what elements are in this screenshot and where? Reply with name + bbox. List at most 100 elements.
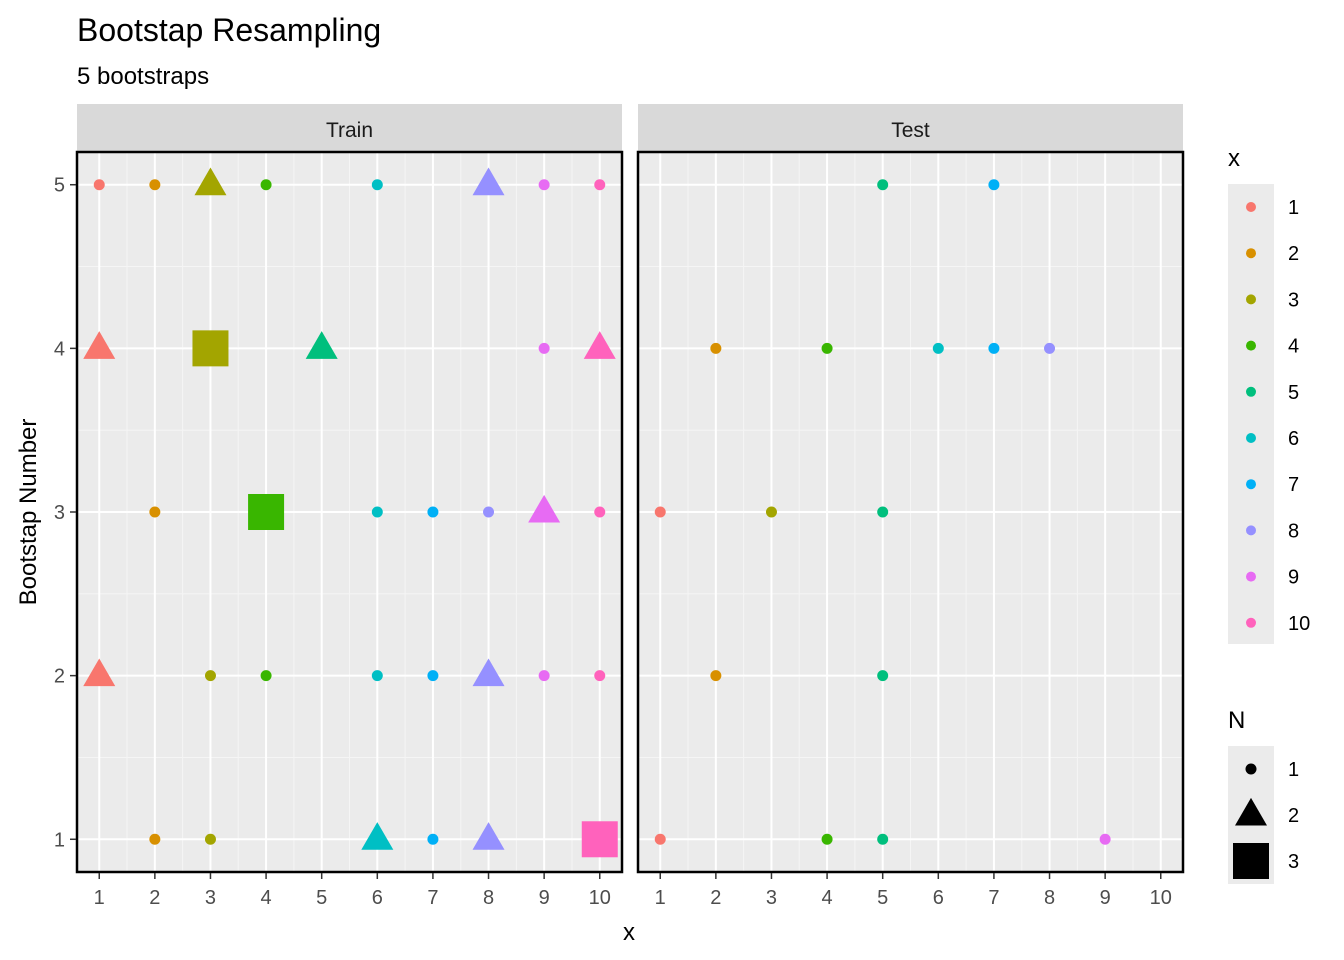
data-point [538, 342, 550, 354]
x-tick-label: 9 [1100, 887, 1111, 909]
panel-border [636, 150, 1185, 874]
data-point [528, 494, 561, 523]
data-point [538, 670, 550, 682]
legend-label: 2 [1288, 243, 1299, 265]
data-point [472, 167, 505, 196]
legend-key [1246, 433, 1256, 443]
x-tick-label: 4 [261, 887, 272, 909]
legend-label: 5 [1288, 382, 1299, 404]
data-point [194, 167, 227, 196]
data-point [483, 506, 495, 518]
x-tick-label: 1 [655, 887, 666, 909]
shape-legend-title: N [1228, 707, 1245, 734]
legend-key [1246, 571, 1256, 582]
facet-strip-label: Test [891, 119, 930, 142]
legend-key [1246, 479, 1256, 490]
data-point [149, 179, 161, 191]
data-point [1099, 833, 1111, 845]
x-tick-label: 3 [766, 887, 777, 909]
facet-strip [77, 104, 622, 151]
y-tick-label: 3 [54, 502, 65, 524]
data-point [765, 506, 777, 518]
data-point [594, 506, 606, 518]
data-point [260, 179, 272, 191]
legend-label: 2 [1288, 805, 1299, 827]
data-point [427, 670, 439, 682]
legend-label: 9 [1288, 567, 1299, 589]
panels: Train 1 2 3 4 5 6 7 8 9 10 1 2 3 4 5 Test 1 2 3 4 5 6 7 8 9 10 [54, 104, 1185, 909]
y-tick-label: 1 [54, 829, 65, 851]
data-point [877, 506, 889, 518]
panel-train: Train 1 2 3 4 5 6 7 8 9 10 1 2 3 4 5 [54, 104, 624, 909]
data-point [932, 342, 944, 354]
x-tick-label: 4 [822, 887, 833, 909]
panel-test: Test 1 2 3 4 5 6 7 8 9 10 [636, 104, 1185, 909]
color-legend-keys-background [1228, 184, 1274, 644]
data-point [583, 331, 616, 359]
x-tick-label: 6 [933, 887, 944, 909]
chart-subtitle: 5 bootstraps [77, 63, 209, 90]
legend-key [1246, 617, 1256, 628]
data-point [260, 670, 272, 682]
shape-legend: N 1 2 3 [1228, 707, 1299, 884]
data-point [472, 658, 505, 687]
x-tick-label: 9 [539, 887, 550, 909]
data-point [877, 833, 889, 845]
data-point [149, 833, 161, 845]
data-point [149, 506, 161, 518]
data-point [83, 331, 116, 359]
x-tick-label: 8 [1044, 887, 1055, 909]
data-point [710, 342, 722, 354]
x-tick-label: 10 [1150, 887, 1172, 909]
data-point [93, 179, 105, 191]
legend-key [1245, 763, 1257, 775]
color-legend-title: x [1228, 145, 1240, 172]
legend-key [1246, 202, 1256, 212]
data-point [305, 331, 338, 359]
data-point [581, 821, 618, 858]
legend-label: 1 [1288, 197, 1299, 219]
y-tick-label: 5 [54, 175, 65, 197]
data-point [427, 833, 439, 845]
facet-strip-label: Train [326, 119, 373, 142]
data-point [371, 670, 383, 682]
legend-label: 8 [1288, 520, 1299, 542]
facet-strip [638, 104, 1183, 151]
data-point [472, 822, 505, 850]
legend-label: 6 [1288, 428, 1299, 450]
data-point [538, 179, 550, 191]
data-point [192, 330, 229, 367]
legend-key [1246, 248, 1256, 259]
data-point [371, 506, 383, 518]
y-tick-label: 4 [54, 338, 65, 360]
data-point [83, 658, 116, 687]
legend-key [1246, 525, 1256, 536]
legend-label: 3 [1288, 289, 1299, 311]
data-point [877, 179, 889, 191]
data-point [988, 342, 1000, 354]
data-point [594, 670, 606, 682]
data-point [204, 833, 216, 845]
x-tick-label: 8 [483, 887, 494, 909]
legend-label: 1 [1288, 759, 1299, 781]
legend-label: 4 [1288, 336, 1299, 358]
data-point [821, 342, 833, 354]
data-point [427, 506, 439, 518]
legend-label: 7 [1288, 474, 1299, 496]
data-point [877, 670, 889, 682]
x-tick-label: 6 [372, 887, 383, 909]
color-legend: x 1 2 3 4 5 6 7 8 9 10 [1228, 145, 1310, 644]
data-point [361, 822, 394, 850]
legend-key [1233, 843, 1269, 879]
data-point [654, 833, 666, 845]
x-tick-label: 2 [710, 887, 721, 909]
x-tick-label: 10 [589, 887, 611, 909]
y-tick-label: 2 [54, 666, 65, 688]
data-point [821, 833, 833, 845]
x-tick-label: 2 [149, 887, 160, 909]
legends: x 1 2 3 4 5 6 7 8 9 10 N 1 2 3 [1228, 145, 1310, 884]
x-tick-label: 5 [316, 887, 327, 909]
x-axis-title: x [623, 919, 635, 946]
legend-label: 3 [1288, 851, 1299, 873]
